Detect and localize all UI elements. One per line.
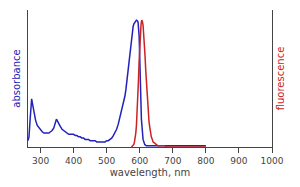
svg-text:300: 300 [32,156,49,166]
svg-text:600: 600 [131,156,148,166]
svg-text:400: 400 [65,156,82,166]
svg-text:800: 800 [197,156,214,166]
svg-text:1000: 1000 [261,156,284,166]
svg-text:900: 900 [230,156,247,166]
svg-text:absorbance: absorbance [11,49,22,107]
svg-text:wavelength, nm: wavelength, nm [110,167,191,178]
svg-text:fluorescence: fluorescence [275,47,286,111]
svg-text:500: 500 [98,156,115,166]
svg-text:700: 700 [164,156,181,166]
